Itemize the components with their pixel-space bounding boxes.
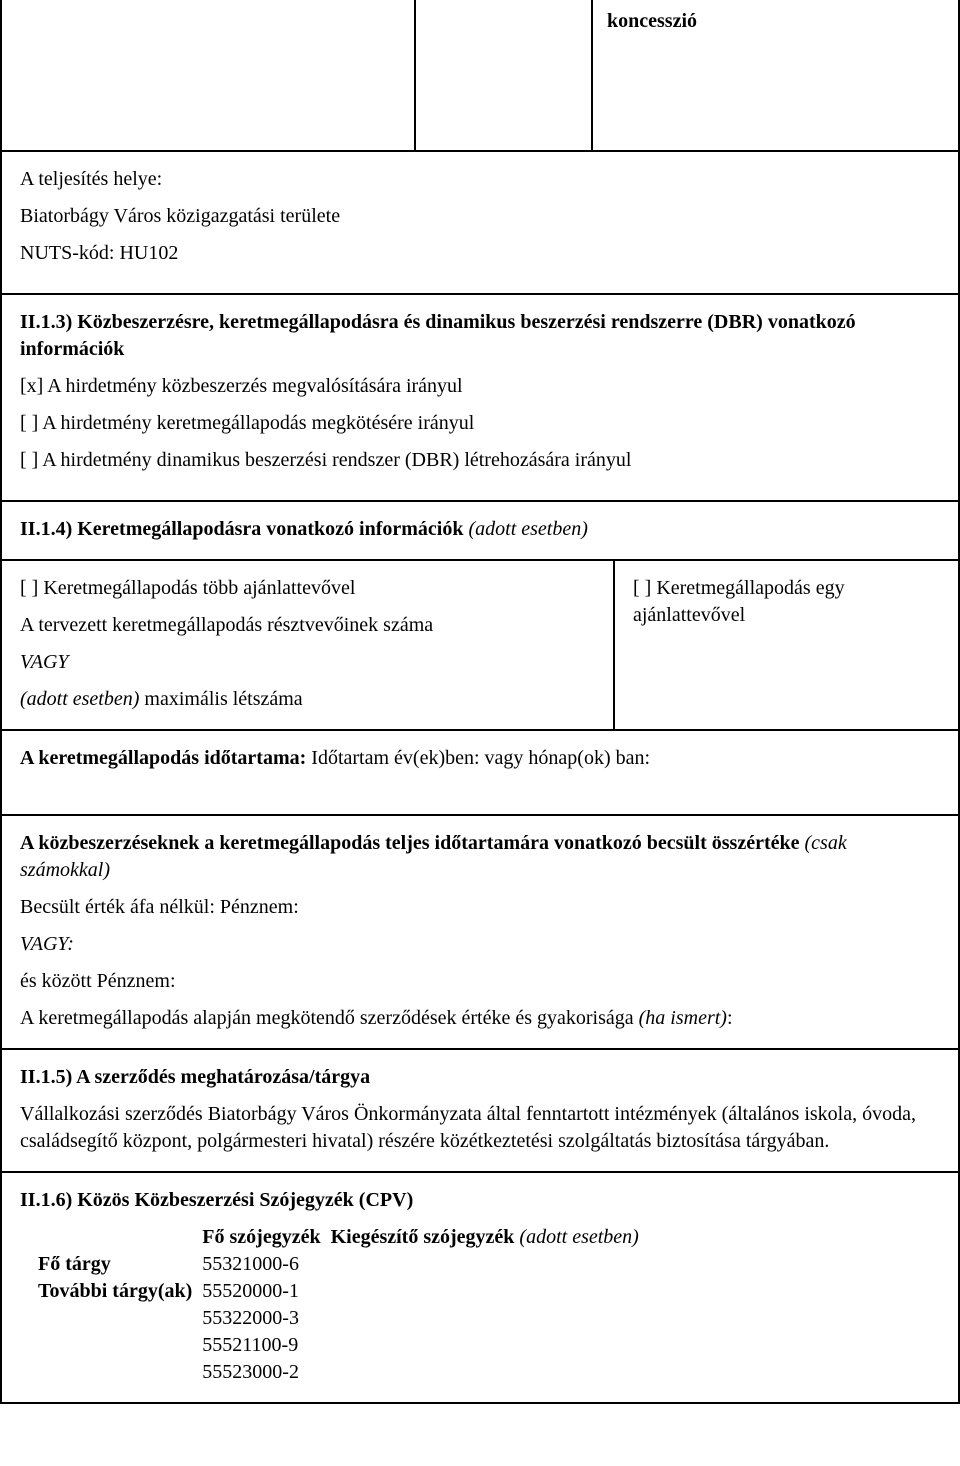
top-col-1 — [2, 0, 416, 150]
section-value: A közbeszerzéseknek a keretmegállapodás … — [2, 816, 958, 1050]
ii14-right: [ ] Keretmegállapodás egy ajánlattevővel — [615, 561, 958, 729]
cpv-main-code: 55321000-6 — [202, 1251, 330, 1278]
value-vagy: VAGY: — [20, 931, 940, 958]
nuts-code: NUTS-kód: HU102 — [20, 240, 940, 267]
ii14-title-italic: (adott esetben) — [464, 518, 588, 540]
ii14-right-line1: [ ] Keretmegállapodás egy ajánlattevővel — [633, 575, 940, 629]
cpv-table: Fő szójegyzék Kiegészítő szójegyzék (ado… — [38, 1224, 649, 1386]
ii15-title: II.1.5) A szerződés meghatározása/tárgya — [20, 1064, 940, 1091]
ii14-left-line3-italic: (adott esetben) — [20, 688, 139, 710]
value-line4b: : — [727, 1007, 733, 1029]
duration-rest: Időtartam év(ek)ben: vagy hónap(ok) ban: — [306, 747, 650, 769]
ii13-title: II.1.3) Közbeszerzésre, keretmegállapodá… — [20, 309, 940, 363]
cpv-code-0: 55520000-1 — [202, 1278, 330, 1305]
cpv-code-1: 55322000-3 — [202, 1305, 330, 1332]
place-label: A teljesítés helye: — [20, 166, 940, 193]
ii14-left-vagy: VAGY — [20, 649, 595, 676]
top-header-row: koncesszió — [2, 0, 958, 152]
cpv-head-main: Fő szójegyzék — [202, 1224, 330, 1251]
cpv-code-3: 55523000-2 — [202, 1359, 330, 1386]
section-place: A teljesítés helye: Biatorbágy Város köz… — [2, 152, 958, 295]
cpv-further-label: További tárgy(ak) — [38, 1278, 202, 1305]
value-line1-bold: A közbeszerzéseknek a keretmegállapodás … — [20, 832, 805, 854]
ii16-title: II.1.6) Közös Közbeszerzési Szójegyzék (… — [20, 1187, 940, 1214]
ii13-opt2: [ ] A hirdetmény keretmegállapodás megkö… — [20, 410, 940, 437]
cpv-code-2: 55521100-9 — [202, 1332, 330, 1359]
top-col-2 — [416, 0, 593, 150]
ii14-left-line2: A tervezett keretmegállapodás résztvevői… — [20, 612, 595, 639]
value-line4-italic: (ha ismert) — [639, 1007, 727, 1029]
ii13-opt1: [x] A hirdetmény közbeszerzés megvalósít… — [20, 373, 940, 400]
value-line3: és között Pénznem: — [20, 968, 940, 995]
section-ii-1-6: II.1.6) Közös Közbeszerzési Szójegyzék (… — [2, 1173, 958, 1404]
ii14-left: [ ] Keretmegállapodás több ajánlattevőve… — [2, 561, 615, 729]
value-line4a: A keretmegállapodás alapján megkötendő s… — [20, 1007, 639, 1029]
section-ii-1-4-body: [ ] Keretmegállapodás több ajánlattevőve… — [2, 561, 958, 731]
place-value: Biatorbágy Város közigazgatási területe — [20, 203, 940, 230]
cpv-main-label: Fő tárgy — [38, 1251, 202, 1278]
section-ii-1-3: II.1.3) Közbeszerzésre, keretmegállapodá… — [2, 295, 958, 502]
duration-label: A keretmegállapodás időtartama: — [20, 747, 306, 769]
ii14-left-line3-rest: maximális létszáma — [139, 688, 302, 710]
cpv-head-supp: Kiegészítő szójegyzék — [331, 1226, 520, 1248]
ii14-left-line1: [ ] Keretmegállapodás több ajánlattevőve… — [20, 575, 595, 602]
value-line2: Becsült érték áfa nélkül: Pénznem: — [20, 894, 940, 921]
section-duration: A keretmegállapodás időtartama: Időtarta… — [2, 731, 958, 816]
top-col-3: koncesszió — [593, 0, 958, 150]
section-ii-1-4-title: II.1.4) Keretmegállapodásra vonatkozó in… — [2, 502, 958, 561]
ii13-opt3: [ ] A hirdetmény dinamikus beszerzési re… — [20, 447, 940, 474]
ii15-body: Vállalkozási szerződés Biatorbágy Város … — [20, 1101, 940, 1155]
section-ii-1-5: II.1.5) A szerződés meghatározása/tárgya… — [2, 1050, 958, 1173]
ii14-title: II.1.4) Keretmegállapodásra vonatkozó in… — [20, 518, 464, 540]
cpv-head-supp-italic: (adott esetben) — [519, 1226, 638, 1248]
